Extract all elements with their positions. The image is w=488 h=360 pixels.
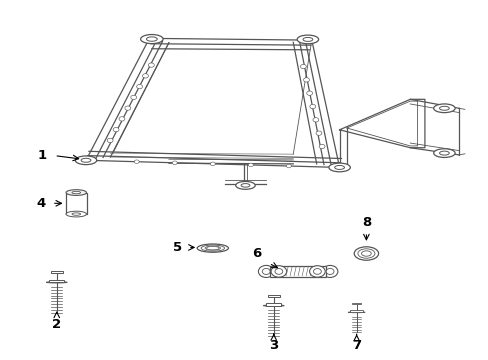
Circle shape [119, 117, 124, 121]
Ellipse shape [361, 251, 370, 256]
Circle shape [148, 63, 154, 67]
Ellipse shape [258, 265, 273, 278]
Circle shape [136, 85, 142, 89]
Ellipse shape [66, 211, 86, 217]
Ellipse shape [347, 312, 365, 313]
Circle shape [309, 104, 315, 109]
Ellipse shape [66, 190, 86, 195]
Ellipse shape [334, 166, 344, 170]
Circle shape [300, 64, 305, 69]
Ellipse shape [433, 149, 454, 157]
Circle shape [248, 163, 253, 167]
Ellipse shape [297, 35, 318, 44]
Circle shape [303, 78, 309, 82]
Circle shape [142, 74, 148, 78]
Text: 7: 7 [351, 338, 361, 351]
Text: 1: 1 [38, 149, 47, 162]
Circle shape [274, 269, 282, 274]
Text: 8: 8 [361, 216, 370, 229]
Bar [351, 303, 361, 305]
Bar [269, 266, 325, 277]
Ellipse shape [141, 35, 163, 44]
Circle shape [210, 162, 215, 166]
Ellipse shape [206, 247, 219, 250]
Bar [66, 193, 86, 214]
Bar [267, 294, 279, 297]
Circle shape [134, 160, 139, 163]
Ellipse shape [439, 151, 448, 155]
Ellipse shape [72, 213, 81, 215]
Ellipse shape [72, 192, 81, 194]
Circle shape [124, 106, 130, 110]
Ellipse shape [241, 184, 249, 187]
Ellipse shape [146, 37, 157, 41]
Bar [265, 303, 281, 306]
Text: 6: 6 [251, 247, 261, 260]
Ellipse shape [325, 269, 333, 274]
Ellipse shape [75, 156, 97, 165]
Text: 3: 3 [268, 338, 278, 351]
Circle shape [130, 95, 136, 99]
Circle shape [286, 164, 291, 168]
Ellipse shape [201, 245, 224, 251]
Ellipse shape [197, 244, 228, 252]
Text: 4: 4 [36, 197, 45, 210]
Ellipse shape [433, 104, 454, 113]
Ellipse shape [46, 282, 67, 283]
Bar [349, 310, 363, 312]
Text: 2: 2 [52, 318, 61, 331]
Circle shape [315, 131, 321, 135]
Bar [51, 271, 62, 273]
Ellipse shape [263, 305, 284, 306]
Circle shape [309, 266, 325, 277]
Ellipse shape [303, 37, 312, 41]
Circle shape [312, 118, 318, 122]
Circle shape [172, 161, 177, 165]
Bar [49, 280, 64, 282]
Text: 5: 5 [173, 241, 182, 254]
Circle shape [107, 138, 113, 143]
Ellipse shape [357, 249, 374, 258]
Circle shape [306, 91, 312, 95]
Ellipse shape [235, 181, 255, 189]
Ellipse shape [439, 106, 448, 110]
Circle shape [270, 266, 286, 277]
Ellipse shape [322, 265, 337, 278]
Circle shape [113, 127, 119, 132]
Ellipse shape [81, 158, 91, 162]
Ellipse shape [204, 246, 220, 250]
Ellipse shape [353, 247, 378, 260]
Circle shape [319, 144, 325, 149]
Circle shape [313, 269, 321, 274]
Ellipse shape [262, 269, 269, 274]
Ellipse shape [328, 163, 349, 172]
